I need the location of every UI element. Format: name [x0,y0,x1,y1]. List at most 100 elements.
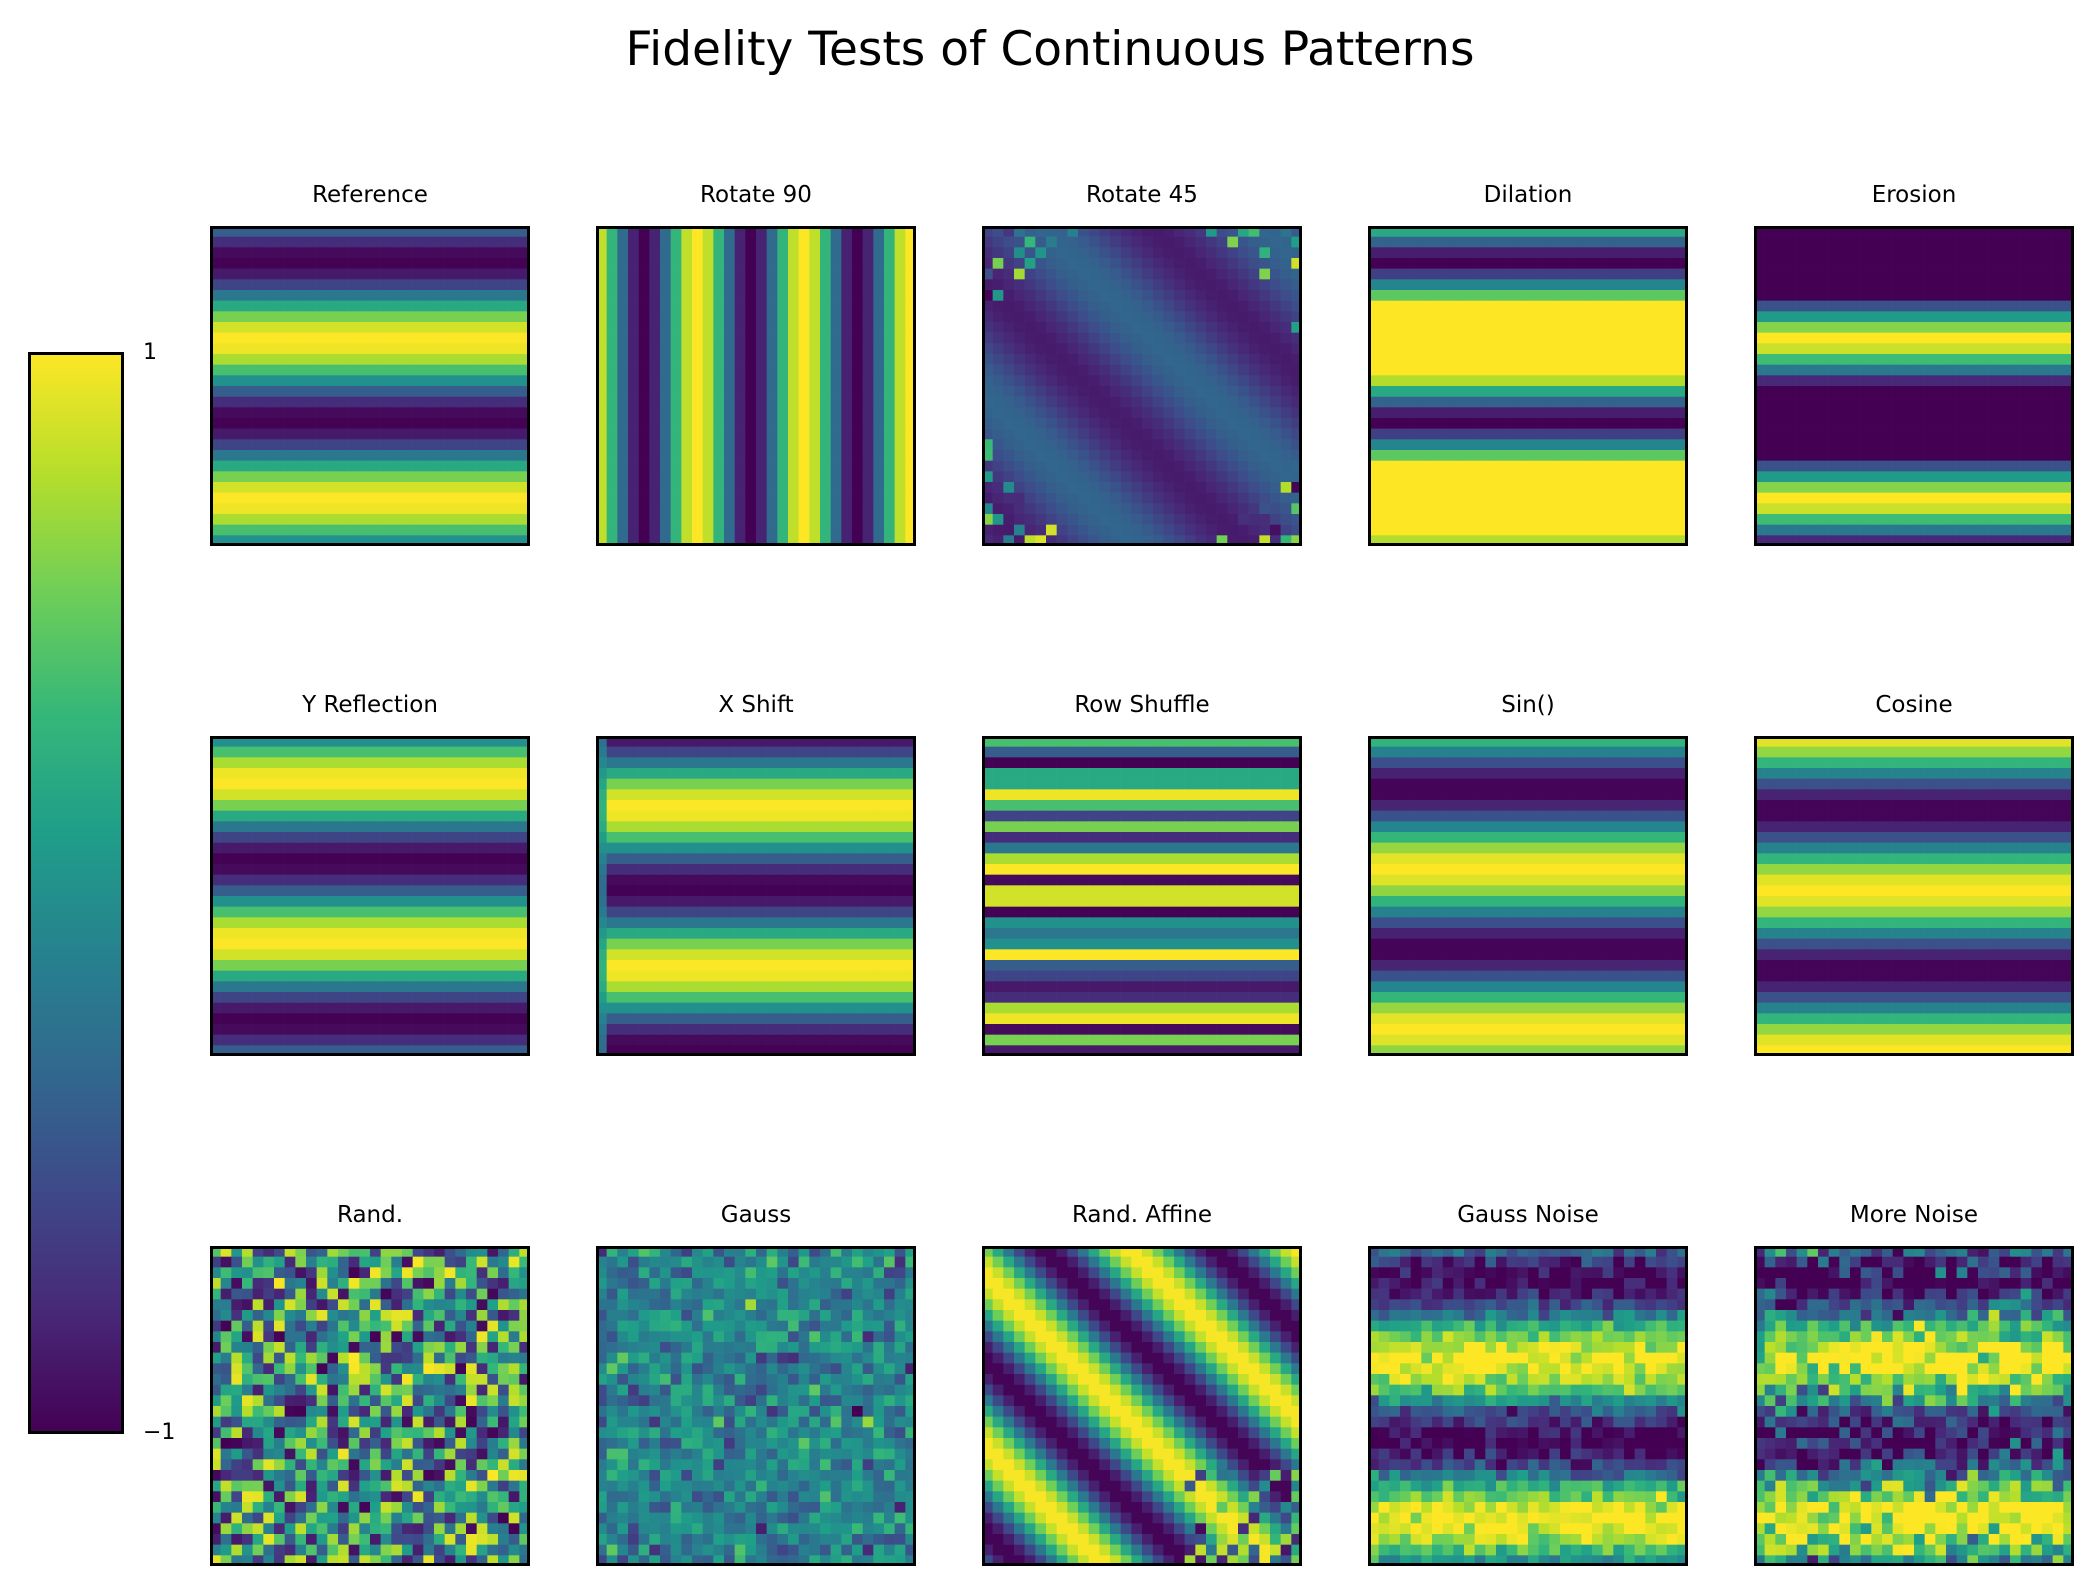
heatmap-cell [1570,471,1582,483]
heatmap-cell [220,396,232,408]
heatmap-cell [1485,535,1497,546]
heatmap-cell [1378,290,1390,301]
heatmap-cell [852,514,863,525]
heatmap-cell [1067,226,1079,237]
heatmap-cell [766,524,778,536]
heatmap-cell [1570,503,1582,515]
heatmap-cell [809,236,821,248]
heatmap-cell [2042,258,2053,269]
heatmap-cell [1291,428,1302,440]
heatmap-cell [692,428,703,440]
heatmap-cell [2052,300,2064,312]
heatmap-cell [1291,482,1302,493]
heatmap-cell [1967,428,1979,440]
heatmap-cell [1978,492,1989,504]
heatmap-cell [1142,258,1153,269]
heatmap-cell [1581,247,1593,259]
heatmap-cell [1368,375,1379,387]
heatmap-cell [1754,386,1765,397]
heatmap-cell [1624,332,1635,344]
heatmap-cell [1903,439,1915,451]
heatmap-cell [1666,332,1678,344]
heatmap-frame [1754,226,2074,546]
heatmap-cell [1924,354,1936,365]
heatmap-cell [231,300,243,312]
heatmap-cell [242,853,253,865]
heatmap-cell [798,247,810,259]
heatmap-cell [2031,492,2043,504]
heatmap-cell [498,332,509,344]
heatmap-cell [1999,375,2011,387]
heatmap-cell [1110,279,1121,291]
heatmap-cell [1807,460,1819,472]
heatmap-cell [1442,418,1454,429]
heatmap-cell [327,450,339,461]
heatmap-cell [274,311,285,323]
heatmap-cell [370,258,381,269]
heatmap-cell [1270,450,1281,461]
heatmap-cell [1850,343,1861,355]
heatmap-cell [1517,290,1529,301]
heatmap-cell [1602,322,1614,333]
heatmap-cell [316,535,328,546]
heatmap-cell [263,503,275,515]
heatmap-cell [1464,535,1475,546]
heatmap-cell [306,300,317,312]
heatmap-cell [1131,471,1143,483]
heatmap-cell [1602,482,1614,493]
heatmap-cell [1024,300,1036,312]
heatmap-cell [1120,535,1132,546]
heatmap-cell [788,279,799,291]
heatmap-cell [1400,258,1411,269]
heatmap-cell [1120,290,1132,301]
heatmap-cell [670,375,682,387]
heatmap-cell [2010,268,2021,280]
heatmap-cell [316,757,328,769]
heatmap-cell [606,386,618,397]
heatmap-cell [231,524,243,536]
heatmap-cell [713,407,725,419]
heatmap-cell [1432,428,1443,440]
heatmap-cell [1389,290,1401,301]
heatmap-cell [1248,236,1260,248]
heatmap-cell [1570,396,1582,408]
heatmap-cell [220,226,232,237]
heatmap-cell [476,343,488,355]
heatmap-cell [1967,375,1979,387]
heatmap-cell [1999,322,2011,333]
heatmap-cell [498,885,509,897]
heatmap-cell [692,407,703,419]
heatmap-cell [2042,311,2053,323]
heatmap-cell [1216,247,1228,259]
heatmap-cell [1003,268,1015,280]
heatmap-cell [1924,236,1936,248]
heatmap-cell [2020,439,2032,451]
heatmap-cell [1956,460,1968,472]
heatmap-cell [862,343,874,355]
heatmap-cell [982,290,993,301]
heatmap-cell [402,290,413,301]
heatmap-cell [1368,524,1379,536]
heatmap-cell [649,396,661,408]
heatmap-cell [1882,471,1893,483]
heatmap-cell [745,322,757,333]
heatmap-cell [1131,460,1143,472]
heatmap-cell [263,300,275,312]
heatmap-cell [2031,300,2043,312]
heatmap-cell [295,896,307,907]
heatmap-cell [1988,247,2000,259]
heatmap-cell [1195,439,1207,451]
heatmap-cell [606,300,618,312]
heatmap-cell [862,418,874,429]
heatmap-cell [327,428,339,440]
heatmap-cell [380,482,392,493]
heatmap-cell [1602,375,1614,387]
heatmap-cell [1645,460,1657,472]
heatmap-cell [1528,258,1539,269]
heatmap-cell [380,789,392,801]
heatmap-cell [1280,375,1292,387]
heatmap-cell [498,535,509,546]
heatmap-cell [1389,386,1401,397]
heatmap-cell [830,375,842,387]
heatmap-cell [1046,535,1057,546]
